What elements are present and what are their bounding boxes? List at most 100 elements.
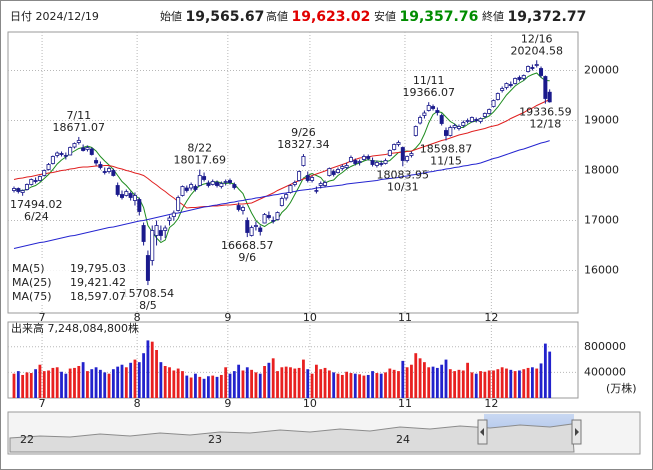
volume-bar bbox=[327, 370, 331, 398]
volume-bar bbox=[392, 369, 396, 398]
candle-body bbox=[361, 156, 366, 160]
annotation-value: 18598.87 bbox=[420, 143, 473, 156]
x-tick-label: 11 bbox=[398, 397, 412, 410]
annotation-value: 18083.95 bbox=[377, 168, 430, 181]
candle-body bbox=[513, 78, 518, 84]
volume-bar bbox=[38, 364, 42, 398]
candle-body bbox=[37, 176, 42, 181]
volume-bar bbox=[492, 370, 495, 398]
volume-bar bbox=[55, 367, 59, 398]
volume-bar bbox=[267, 362, 271, 398]
volume-bar bbox=[362, 375, 366, 398]
candle-body bbox=[474, 119, 479, 121]
volume-bar bbox=[237, 364, 241, 398]
candle-body bbox=[137, 199, 142, 212]
annotation-value: 18327.34 bbox=[277, 138, 330, 151]
volume-bar bbox=[245, 367, 249, 398]
volume-bar bbox=[133, 359, 137, 398]
volume-bar bbox=[310, 373, 314, 398]
volume-bar bbox=[284, 366, 288, 398]
volume-bar bbox=[103, 372, 107, 398]
volume-bar bbox=[155, 350, 158, 398]
candle-body bbox=[500, 88, 505, 91]
volume-bar bbox=[21, 374, 25, 398]
annotation-date: 8/5 bbox=[139, 299, 157, 312]
volume-bar bbox=[47, 370, 50, 398]
candle-body bbox=[63, 155, 68, 157]
candle-body bbox=[215, 182, 220, 186]
volume-bar bbox=[371, 371, 374, 398]
volume-bar bbox=[276, 371, 279, 398]
legend-name: MA(75) bbox=[12, 290, 52, 303]
candle-body bbox=[120, 194, 125, 198]
quote-label: 安値 bbox=[374, 9, 396, 23]
candle-body bbox=[487, 109, 492, 114]
volume-unit: (万株) bbox=[606, 381, 637, 395]
candle-body bbox=[426, 105, 431, 111]
quote-bar: 日付 2024/12/19 始値 19,565.67 高値 19,623.02 … bbox=[10, 9, 586, 25]
volume-bar bbox=[207, 376, 210, 398]
candle-body bbox=[184, 187, 189, 191]
volume-bar bbox=[505, 368, 508, 398]
y-tick-label: 18000 bbox=[584, 164, 619, 177]
volume-bar bbox=[470, 372, 474, 398]
candle-body bbox=[301, 156, 306, 166]
volume-bar bbox=[81, 362, 85, 398]
volume-bar bbox=[518, 370, 521, 398]
volume-bar bbox=[474, 373, 478, 398]
volume-bar bbox=[176, 368, 180, 398]
navigator: 22 23 24 bbox=[7, 411, 641, 455]
candle-body bbox=[478, 118, 483, 122]
candle-body bbox=[20, 190, 25, 193]
candle-body bbox=[94, 160, 99, 164]
annotation-date: 12/18 bbox=[530, 118, 562, 131]
volume-bar bbox=[405, 367, 409, 398]
candle-body bbox=[55, 152, 60, 156]
candle-body bbox=[193, 186, 198, 190]
volume-bar bbox=[263, 366, 266, 398]
y-tick-label: 20000 bbox=[584, 64, 619, 77]
volume-bar bbox=[120, 364, 124, 398]
legend-box bbox=[10, 259, 128, 305]
candle-body bbox=[418, 117, 423, 124]
candle-body bbox=[245, 220, 250, 233]
candle-body bbox=[249, 227, 254, 236]
volume-bar bbox=[384, 372, 387, 398]
volume-bar bbox=[34, 369, 37, 398]
annotation-value: 18671.07 bbox=[53, 121, 106, 134]
candle-body bbox=[370, 160, 375, 165]
candle-body bbox=[435, 110, 440, 113]
volume-bar bbox=[526, 367, 530, 398]
quote-label: 始値 bbox=[160, 9, 182, 23]
volume-bar bbox=[379, 373, 383, 398]
volume-bar bbox=[73, 367, 76, 398]
volume-tick-label: 800000 bbox=[584, 340, 626, 353]
volume-bar bbox=[129, 362, 133, 398]
volume-bar bbox=[232, 371, 236, 398]
volume-bar bbox=[185, 375, 189, 398]
annotation-date: 12/16 bbox=[521, 32, 553, 45]
quote-label: 日付 bbox=[10, 10, 32, 23]
volume-bar bbox=[423, 362, 426, 398]
volume-bar bbox=[111, 369, 115, 398]
candle-body bbox=[111, 170, 116, 176]
volume-bar bbox=[444, 359, 448, 398]
candle-body bbox=[491, 100, 496, 107]
volume-bar bbox=[293, 368, 297, 398]
x-tick-label: 9 bbox=[224, 311, 231, 324]
candle-body bbox=[102, 171, 107, 173]
x-tick-label: 7 bbox=[39, 311, 46, 324]
candle-body bbox=[297, 171, 302, 181]
volume-bar bbox=[487, 370, 491, 398]
candle-body bbox=[59, 153, 64, 155]
quote-value: 19,623.02 bbox=[292, 9, 371, 25]
candle-body bbox=[24, 184, 29, 190]
navigator-label: 24 bbox=[396, 433, 410, 446]
candle-body bbox=[422, 112, 427, 116]
x-tick-label: 10 bbox=[303, 397, 317, 410]
volume-bar bbox=[29, 373, 33, 398]
volume-bar bbox=[466, 362, 469, 398]
candle-body bbox=[163, 227, 168, 231]
x-tick-label: 11 bbox=[398, 311, 412, 324]
quote-label: 終値 bbox=[482, 9, 504, 23]
